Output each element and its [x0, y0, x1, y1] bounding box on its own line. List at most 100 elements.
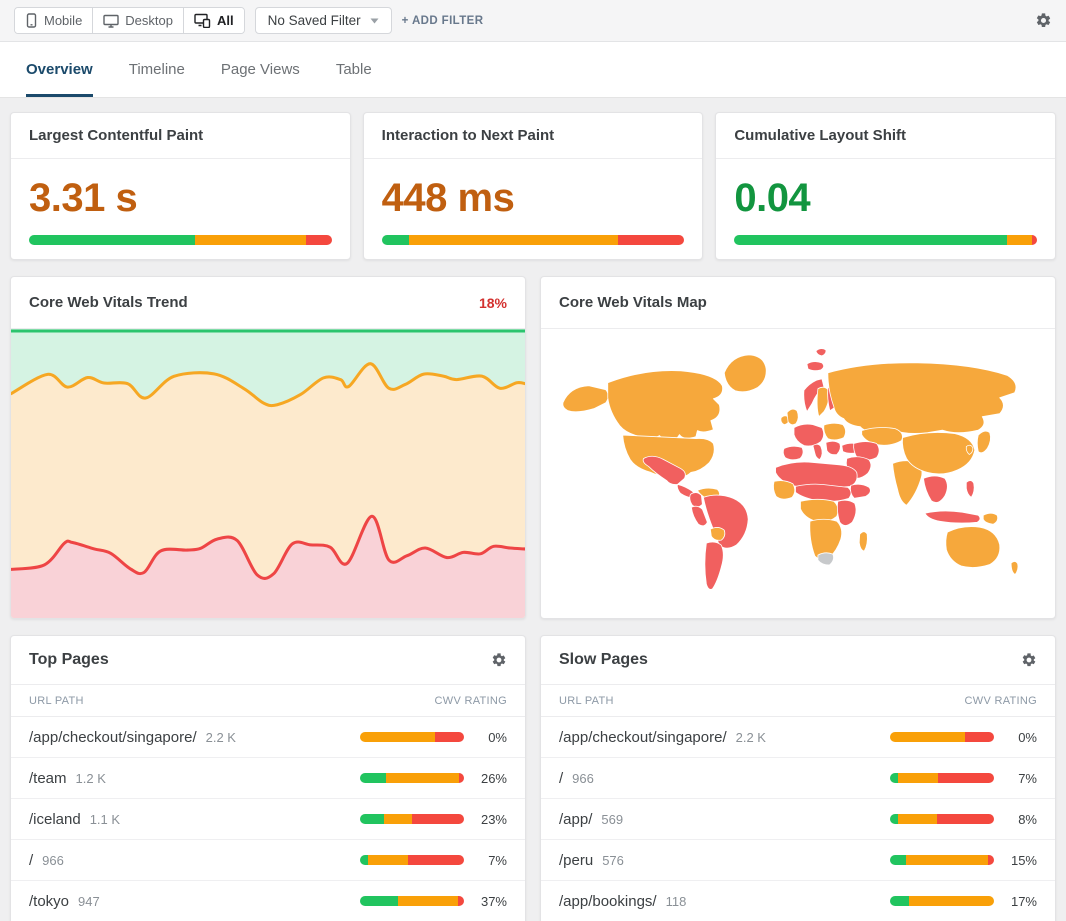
card-title: Top Pages: [29, 651, 109, 669]
page-path[interactable]: /iceland: [29, 811, 81, 828]
tab-timeline[interactable]: Timeline: [129, 42, 185, 97]
map-region-brazil[interactable]: [703, 495, 748, 548]
map-region-australia[interactable]: [946, 527, 1000, 568]
page-path[interactable]: /tokyo: [29, 893, 69, 910]
map-region-uk[interactable]: [787, 409, 798, 425]
lcp-value: 3.31 s: [29, 178, 332, 218]
page-path[interactable]: /app/checkout/singapore/: [559, 729, 727, 746]
tab-overview[interactable]: Overview: [26, 42, 93, 97]
cwv-distribution-bar: [734, 235, 1037, 245]
map-region-argentina[interactable]: [705, 542, 723, 589]
cwv-rating-percent: 26%: [473, 771, 507, 786]
cwv-distribution-bar: [890, 732, 994, 742]
cwv-distribution-bar: [29, 235, 332, 245]
cwv-distribution-bar: [360, 896, 464, 906]
page-path[interactable]: /team: [29, 770, 67, 787]
cwv-distribution-bar: [890, 896, 994, 906]
map-region-greenland[interactable]: [724, 355, 766, 392]
page-row[interactable]: /app/checkout/singapore/2.2 K0%: [11, 717, 525, 758]
add-filter-button[interactable]: + ADD FILTER: [402, 15, 484, 27]
slow-pages-rows: /app/checkout/singapore/2.2 K0%/9667%/ap…: [541, 717, 1055, 921]
cwv-distribution-bar: [890, 855, 994, 865]
dashboard-settings-button[interactable]: [1035, 12, 1052, 29]
cwv-distribution-bar: [360, 814, 464, 824]
cwv-rating-percent: 7%: [1003, 771, 1037, 786]
tab-page-views[interactable]: Page Views: [221, 42, 300, 97]
map-region-south-africa[interactable]: [818, 553, 834, 565]
map-region-japan[interactable]: [977, 431, 990, 453]
page-view-count: 966: [42, 853, 64, 868]
gear-icon: [1035, 12, 1052, 29]
map-region-new-guinea[interactable]: [983, 513, 997, 524]
map-region-central-africa[interactable]: [800, 499, 838, 522]
map-region-west-europe[interactable]: [794, 424, 824, 446]
map-region-philippines[interactable]: [966, 481, 974, 498]
cwv-distribution-bar: [360, 732, 464, 742]
page-row[interactable]: /tokyo94737%: [11, 881, 525, 921]
page-path[interactable]: /app/checkout/singapore/: [29, 729, 197, 746]
page-path[interactable]: /app/: [559, 811, 592, 828]
top-pages-settings-button[interactable]: [491, 652, 507, 668]
slow-pages-card: Slow Pages URL PATH CWV RATING /app/chec…: [540, 635, 1056, 921]
card-title: Slow Pages: [559, 651, 648, 669]
saved-filter-dropdown[interactable]: No Saved Filter: [255, 7, 392, 34]
device-filter-mobile[interactable]: Mobile: [15, 8, 93, 33]
slow-pages-settings-button[interactable]: [1021, 652, 1037, 668]
map-region-horn-africa[interactable]: [850, 484, 870, 498]
device-filter-label: All: [217, 13, 234, 28]
map-region-colombia[interactable]: [690, 493, 703, 507]
page-row[interactable]: /peru57615%: [541, 840, 1055, 881]
map-region-sahel[interactable]: [795, 484, 851, 501]
map-region-sweden[interactable]: [817, 387, 829, 416]
cwv-distribution-bar: [382, 235, 685, 245]
lcp-card: Largest Contentful Paint 3.31 s: [10, 112, 351, 260]
map-region-bolivia[interactable]: [710, 527, 725, 540]
map-region-canada[interactable]: [608, 371, 723, 441]
page-view-count: 1.2 K: [76, 771, 106, 786]
page-view-count: 1.1 K: [90, 812, 120, 827]
page-row[interactable]: /9667%: [541, 758, 1055, 799]
map-region-indonesia[interactable]: [925, 511, 980, 523]
page-path[interactable]: /: [29, 852, 33, 869]
device-filter-label: Mobile: [44, 13, 82, 28]
page-row[interactable]: /team 1.2 K 26%: [11, 758, 525, 799]
map-region-svalbard[interactable]: [816, 349, 826, 356]
map-region-west-africa[interactable]: [773, 481, 794, 500]
map-region-new-zealand[interactable]: [1011, 561, 1018, 574]
page-path[interactable]: /peru: [559, 852, 593, 869]
view-tabs: Overview Timeline Page Views Table: [0, 42, 1066, 98]
map-region-madagascar[interactable]: [859, 532, 867, 551]
map-region-east-africa[interactable]: [837, 500, 856, 525]
map-region-iceland[interactable]: [807, 362, 824, 371]
map-region-balkans[interactable]: [826, 441, 841, 454]
gear-icon: [1021, 652, 1037, 668]
map-region-se-asia[interactable]: [923, 476, 947, 503]
map-region-peru[interactable]: [691, 506, 707, 526]
device-filter-desktop[interactable]: Desktop: [93, 8, 184, 33]
cwv-trend-card: Core Web Vitals Trend 18%: [10, 276, 526, 619]
tab-table[interactable]: Table: [336, 42, 372, 97]
page-row[interactable]: /9667%: [11, 840, 525, 881]
top-pages-rows: /app/checkout/singapore/2.2 K0% /team 1.2 …: [11, 717, 525, 921]
cwv-rating-percent: 23%: [473, 812, 507, 827]
table-column-headers: URL PATH CWV RATING: [11, 685, 525, 717]
map-region-alaska[interactable]: [563, 386, 608, 412]
cwv-world-map[interactable]: [541, 329, 1055, 618]
page-path[interactable]: /: [559, 770, 563, 787]
cwv-trend-percent-badge: 18%: [479, 295, 507, 311]
device-filter-all[interactable]: All: [184, 8, 244, 33]
map-region-russia[interactable]: [828, 363, 1016, 434]
page-row[interactable]: /app/bookings/11817%: [541, 881, 1055, 921]
page-row[interactable]: /app/checkout/singapore/2.2 K0%: [541, 717, 1055, 758]
cwv-distribution-bar: [890, 773, 994, 783]
page-row[interactable]: /iceland 1.1 K 23%: [11, 799, 525, 840]
device-filter-label: Desktop: [125, 13, 173, 28]
map-region-iberia[interactable]: [783, 446, 803, 460]
card-title: Cumulative Layout Shift: [734, 127, 906, 144]
cwv-trend-chart[interactable]: [11, 329, 525, 618]
cwv-distribution-bar: [360, 855, 464, 865]
map-region-italy[interactable]: [813, 444, 822, 459]
page-path[interactable]: /app/bookings/: [559, 893, 657, 910]
page-row[interactable]: /app/5698%: [541, 799, 1055, 840]
map-region-east-europe[interactable]: [824, 423, 846, 440]
